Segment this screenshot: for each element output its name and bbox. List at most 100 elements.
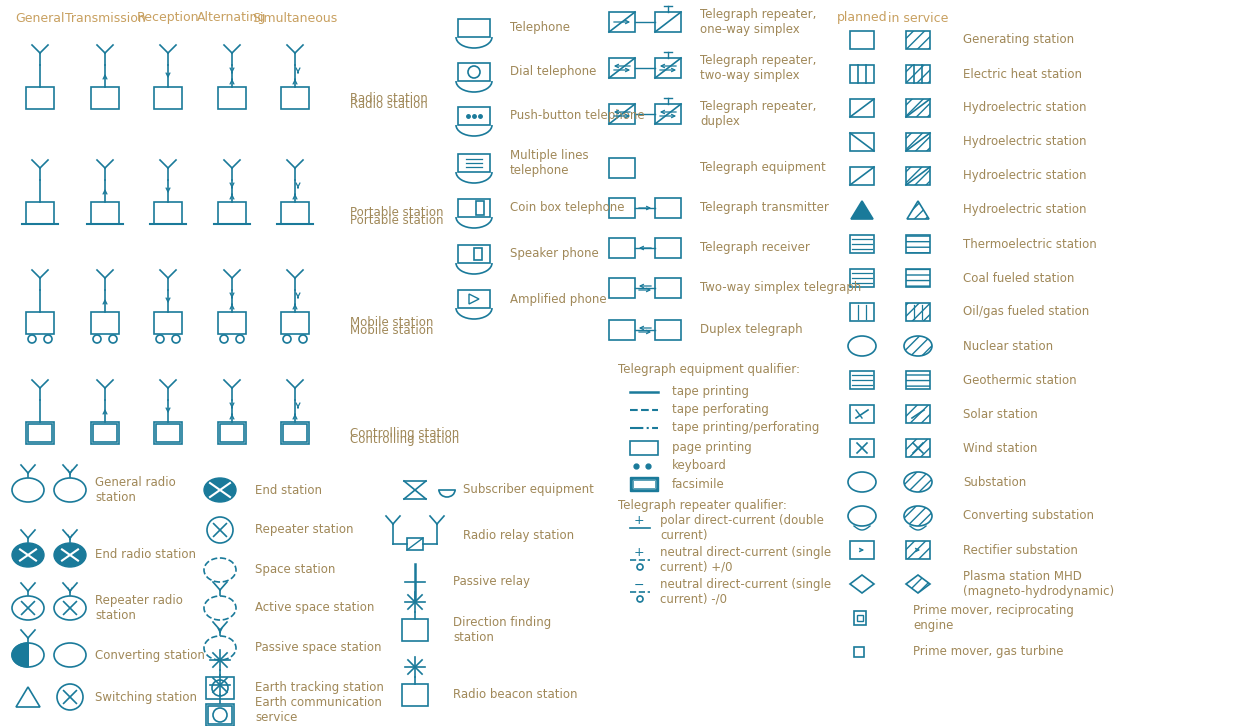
Text: General radio
station: General radio station xyxy=(95,476,176,504)
Bar xyxy=(632,480,655,488)
Text: Passive space station: Passive space station xyxy=(255,642,382,655)
Text: Active space station: Active space station xyxy=(255,602,374,614)
Bar xyxy=(655,238,681,258)
Bar xyxy=(218,312,246,334)
Bar xyxy=(609,58,635,78)
Text: Switching station: Switching station xyxy=(95,690,197,703)
Bar xyxy=(655,320,681,340)
Bar xyxy=(849,405,874,423)
Text: Portable station: Portable station xyxy=(350,206,444,219)
Text: facsimile: facsimile xyxy=(672,478,724,491)
Bar xyxy=(849,303,874,321)
Bar xyxy=(402,619,428,641)
Bar xyxy=(906,99,930,117)
Bar xyxy=(208,706,232,724)
Bar xyxy=(655,278,681,298)
Text: Earth tracking station: Earth tracking station xyxy=(255,682,384,695)
Ellipse shape xyxy=(12,543,43,567)
Text: Thermoelectric station: Thermoelectric station xyxy=(963,237,1096,250)
Text: Oil/gas fueled station: Oil/gas fueled station xyxy=(963,306,1089,319)
Bar xyxy=(906,371,930,389)
Bar xyxy=(458,107,490,125)
Bar xyxy=(281,202,309,224)
Text: Hydroelectric station: Hydroelectric station xyxy=(963,102,1086,115)
Text: Plasma station MHD
(magneto-hydrodynamic): Plasma station MHD (magneto-hydrodynamic… xyxy=(963,570,1114,598)
Text: Space station: Space station xyxy=(255,563,335,576)
Bar xyxy=(849,31,874,49)
Text: Simultaneous: Simultaneous xyxy=(253,12,337,25)
Bar xyxy=(906,235,930,253)
Bar xyxy=(609,104,635,124)
Polygon shape xyxy=(851,201,873,219)
Bar xyxy=(281,312,309,334)
Bar xyxy=(655,58,681,78)
Bar xyxy=(206,677,234,699)
Bar xyxy=(906,439,930,457)
Bar xyxy=(906,405,930,423)
Bar xyxy=(93,424,117,442)
Bar xyxy=(854,647,864,657)
Text: End radio station: End radio station xyxy=(95,549,196,561)
Text: +: + xyxy=(634,547,645,560)
Text: Telegraph repeater,
two-way simplex: Telegraph repeater, two-way simplex xyxy=(701,54,816,82)
Bar xyxy=(906,269,930,287)
Ellipse shape xyxy=(205,478,236,502)
Text: planned: planned xyxy=(837,12,888,25)
Bar xyxy=(281,87,309,109)
Bar xyxy=(609,238,635,258)
Bar xyxy=(154,422,182,444)
Text: Hydroelectric station: Hydroelectric station xyxy=(963,136,1086,149)
Bar xyxy=(458,245,490,263)
Bar xyxy=(218,87,246,109)
Text: Hydroelectric station: Hydroelectric station xyxy=(963,169,1086,182)
Text: End station: End station xyxy=(255,484,322,497)
Text: Telegraph repeater,
one-way simplex: Telegraph repeater, one-way simplex xyxy=(701,8,816,36)
Bar xyxy=(849,167,874,185)
Text: Solar station: Solar station xyxy=(963,407,1038,420)
Bar xyxy=(630,441,658,455)
Text: Telegraph equipment qualifier:: Telegraph equipment qualifier: xyxy=(618,364,800,377)
Bar xyxy=(218,202,246,224)
Text: keyboard: keyboard xyxy=(672,460,727,473)
Text: General: General xyxy=(15,12,64,25)
Bar xyxy=(219,424,244,442)
Bar xyxy=(156,424,180,442)
Text: Substation: Substation xyxy=(963,476,1027,489)
Bar xyxy=(849,541,874,559)
Bar xyxy=(458,154,490,172)
Bar xyxy=(906,133,930,151)
Bar xyxy=(458,290,490,308)
Bar xyxy=(154,312,182,334)
Text: Coin box telephone: Coin box telephone xyxy=(510,202,625,214)
Text: tape printing/perforating: tape printing/perforating xyxy=(672,422,820,434)
Text: Two-way simplex telegraph: Two-way simplex telegraph xyxy=(701,282,862,295)
Bar xyxy=(26,202,55,224)
Bar xyxy=(906,31,930,49)
Text: Radio station: Radio station xyxy=(350,99,428,112)
Bar xyxy=(206,704,234,726)
Text: neutral direct-current (single
current) -/0: neutral direct-current (single current) … xyxy=(660,578,831,606)
Bar xyxy=(849,439,874,457)
Text: Radio beacon station: Radio beacon station xyxy=(453,688,578,701)
Text: Telegraph repeater qualifier:: Telegraph repeater qualifier: xyxy=(618,499,787,513)
Text: Earth communication
service: Earth communication service xyxy=(255,696,382,724)
Bar xyxy=(609,158,635,178)
Bar xyxy=(218,422,246,444)
Text: tape printing: tape printing xyxy=(672,386,749,399)
Text: Generating station: Generating station xyxy=(963,33,1074,46)
Text: Wind station: Wind station xyxy=(963,441,1038,454)
Text: Mobile station: Mobile station xyxy=(350,324,433,336)
Bar xyxy=(154,202,182,224)
Bar xyxy=(849,133,874,151)
Text: Direction finding
station: Direction finding station xyxy=(453,616,552,644)
Bar xyxy=(906,303,930,321)
Text: Multiple lines
telephone: Multiple lines telephone xyxy=(510,149,589,177)
Bar xyxy=(655,198,681,218)
Text: Prime mover, gas turbine: Prime mover, gas turbine xyxy=(913,645,1064,658)
Bar xyxy=(630,477,658,491)
Text: Dial telephone: Dial telephone xyxy=(510,65,596,78)
Bar xyxy=(91,422,119,444)
Text: Telegraph repeater,
duplex: Telegraph repeater, duplex xyxy=(701,100,816,128)
Bar xyxy=(91,202,119,224)
Text: Controlling station: Controlling station xyxy=(350,433,459,446)
